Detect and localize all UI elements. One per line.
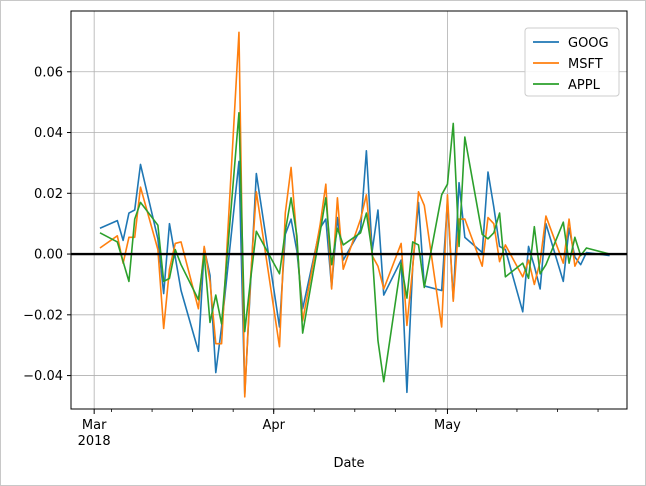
y-tick-label: −0.04 bbox=[23, 369, 63, 384]
series-line-msft bbox=[99, 31, 610, 398]
legend-box bbox=[524, 27, 620, 97]
x-tick-label: Apr bbox=[262, 418, 285, 433]
y-tick-label: 0.06 bbox=[34, 65, 63, 80]
legend-label-goog: GOOG bbox=[568, 36, 609, 51]
legend-label-appl: APPL bbox=[568, 78, 601, 93]
plot-frame bbox=[70, 10, 628, 410]
x-tick-label: May bbox=[434, 418, 461, 433]
y-tick-label: 0.04 bbox=[34, 126, 63, 141]
y-tick-label: 0.00 bbox=[34, 248, 63, 263]
x-axis-label: Date bbox=[333, 456, 364, 471]
legend: GOOG MSFT APPL bbox=[524, 27, 620, 97]
series-line-appl bbox=[99, 111, 610, 383]
series-line-goog bbox=[99, 149, 610, 395]
y-tick-label: −0.02 bbox=[23, 308, 63, 323]
series-layer bbox=[71, 31, 627, 398]
y-tick-label: 0.02 bbox=[34, 187, 63, 202]
x-tick-label: Mar bbox=[82, 418, 107, 433]
x-tick-sublabel: 2018 bbox=[78, 434, 111, 449]
legend-label-msft: MSFT bbox=[568, 57, 603, 72]
